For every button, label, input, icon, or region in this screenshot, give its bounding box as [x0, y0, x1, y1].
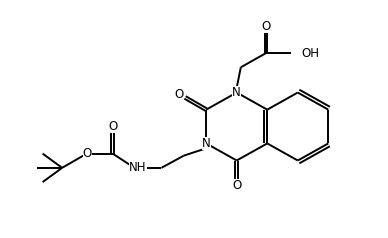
Text: NH: NH [129, 161, 147, 174]
Text: O: O [175, 88, 184, 101]
Text: O: O [83, 147, 92, 160]
Text: OH: OH [301, 47, 319, 60]
Text: O: O [262, 20, 271, 33]
Text: O: O [108, 120, 117, 133]
Text: N: N [232, 86, 241, 99]
Text: N: N [202, 137, 211, 150]
Text: O: O [232, 179, 241, 192]
